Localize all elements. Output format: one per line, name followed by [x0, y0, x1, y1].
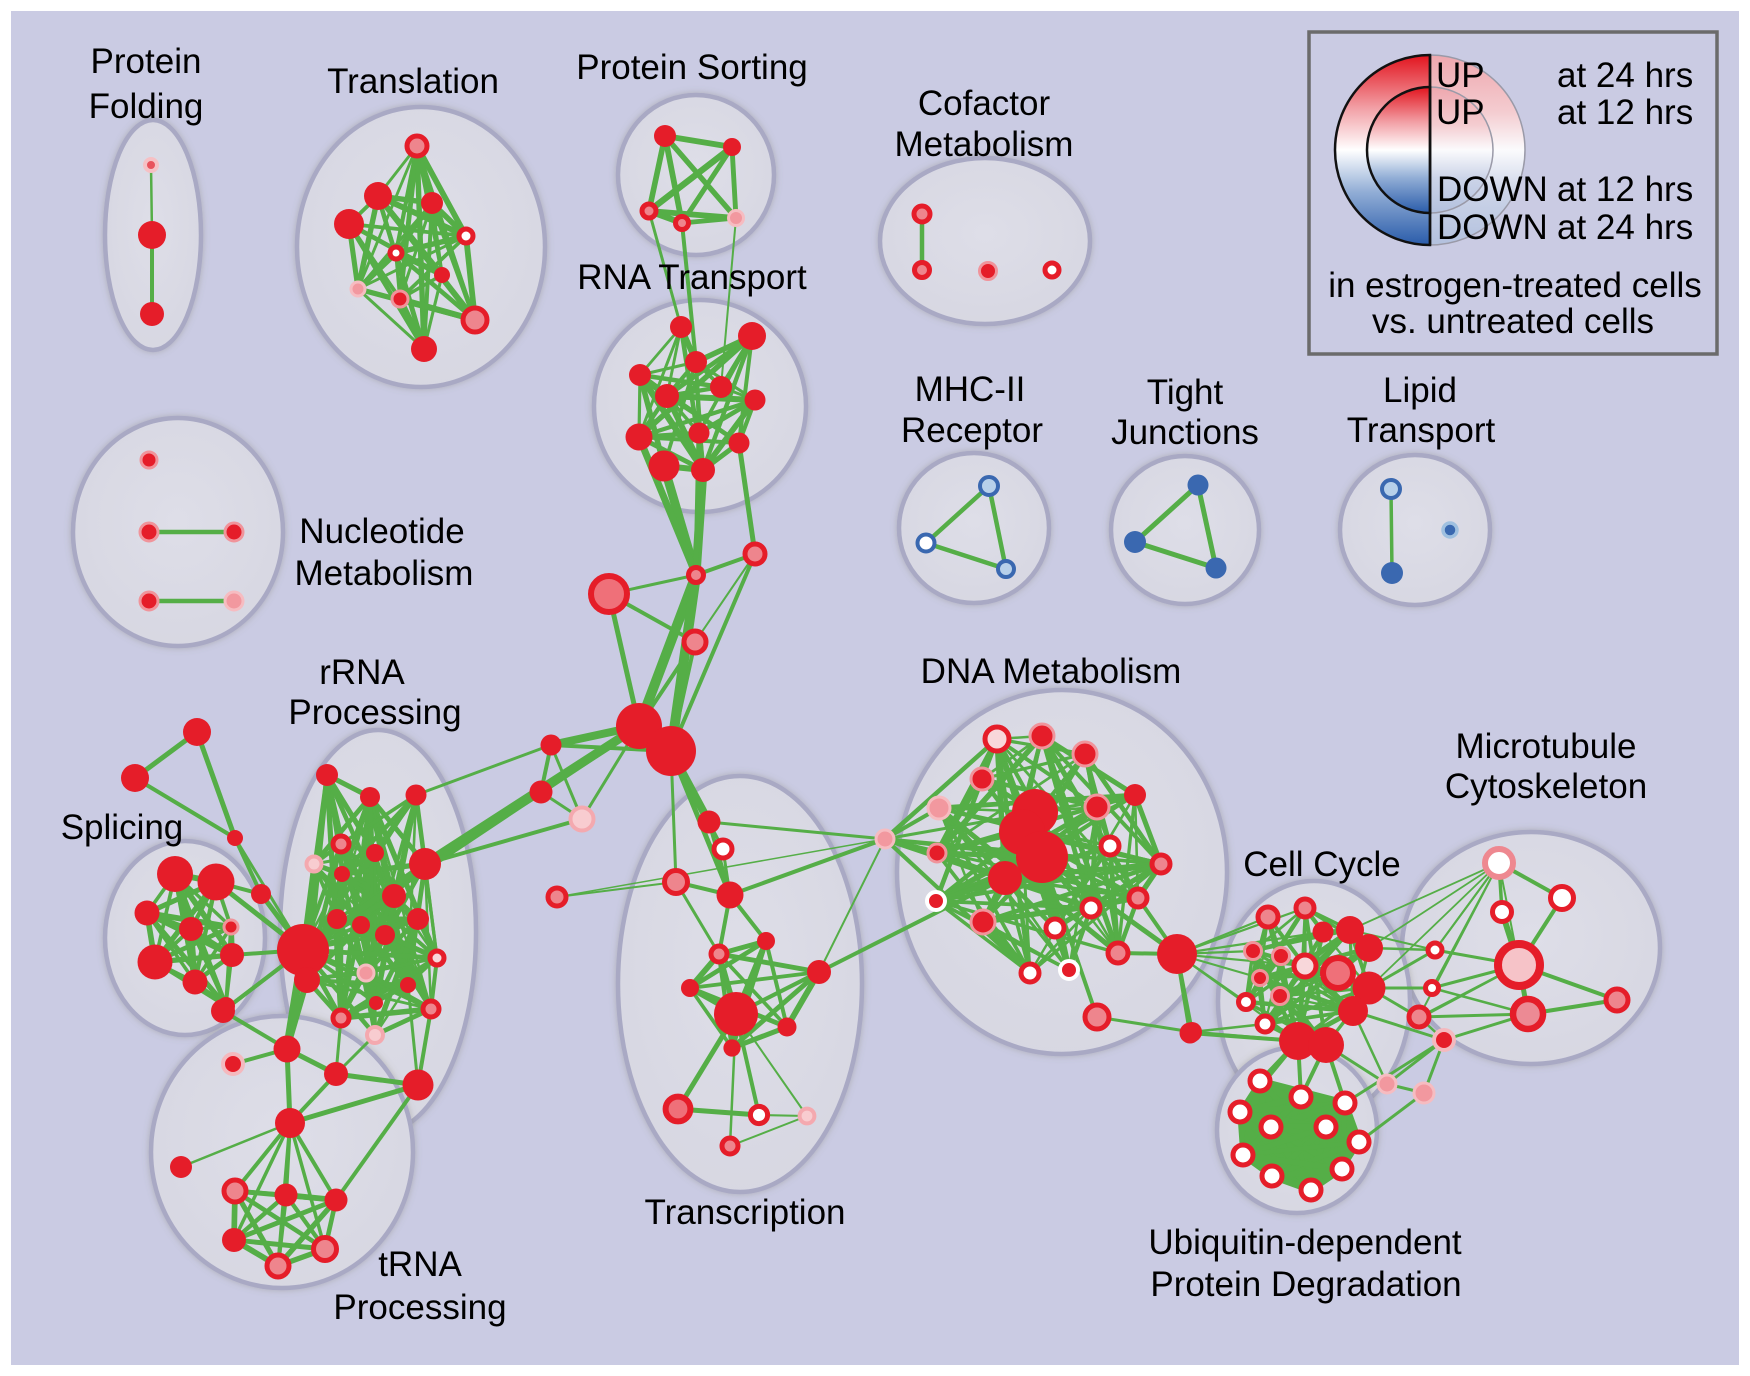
- svg-text:Ubiquitin-dependent: Ubiquitin-dependent: [1148, 1223, 1462, 1262]
- svg-text:Transport: Transport: [1347, 411, 1496, 450]
- svg-text:Metabolism: Metabolism: [895, 125, 1074, 164]
- svg-text:Transcription: Transcription: [645, 1193, 846, 1232]
- svg-text:RNA Transport: RNA Transport: [577, 258, 807, 297]
- svg-text:Splicing: Splicing: [61, 808, 184, 847]
- svg-text:Protein Degradation: Protein Degradation: [1150, 1265, 1461, 1304]
- svg-text:Cell Cycle: Cell Cycle: [1243, 845, 1401, 884]
- svg-text:in estrogen-treated cells: in estrogen-treated cells: [1328, 266, 1702, 305]
- svg-text:DNA Metabolism: DNA Metabolism: [921, 652, 1182, 691]
- svg-text:at 12 hrs: at 12 hrs: [1557, 170, 1693, 209]
- svg-text:rRNA: rRNA: [319, 653, 405, 692]
- svg-text:UP: UP: [1436, 93, 1485, 132]
- svg-text:Translation: Translation: [327, 62, 499, 101]
- svg-text:Metabolism: Metabolism: [295, 554, 474, 593]
- svg-text:Receptor: Receptor: [901, 411, 1043, 450]
- svg-text:Tight: Tight: [1147, 373, 1224, 412]
- svg-text:Microtubule: Microtubule: [1456, 727, 1637, 766]
- svg-text:MHC-II: MHC-II: [915, 370, 1026, 409]
- svg-text:Lipid: Lipid: [1383, 371, 1457, 410]
- svg-text:at 24 hrs: at 24 hrs: [1557, 56, 1693, 95]
- svg-text:tRNA: tRNA: [378, 1245, 462, 1284]
- svg-text:at 12 hrs: at 12 hrs: [1557, 93, 1693, 132]
- svg-text:at 24 hrs: at 24 hrs: [1557, 208, 1693, 247]
- svg-text:Processing: Processing: [333, 1288, 506, 1327]
- svg-text:DOWN: DOWN: [1437, 170, 1548, 209]
- svg-text:Cofactor: Cofactor: [918, 84, 1051, 123]
- svg-text:Processing: Processing: [288, 693, 461, 732]
- svg-text:Protein Sorting: Protein Sorting: [576, 48, 808, 87]
- svg-text:Nucleotide: Nucleotide: [299, 512, 464, 551]
- svg-text:UP: UP: [1436, 56, 1485, 95]
- svg-text:vs. untreated cells: vs. untreated cells: [1372, 302, 1654, 341]
- svg-text:Folding: Folding: [89, 87, 204, 126]
- svg-text:Cytoskeleton: Cytoskeleton: [1445, 767, 1647, 806]
- svg-text:Protein: Protein: [91, 42, 202, 81]
- svg-text:DOWN: DOWN: [1437, 208, 1548, 247]
- svg-text:Junctions: Junctions: [1111, 413, 1259, 452]
